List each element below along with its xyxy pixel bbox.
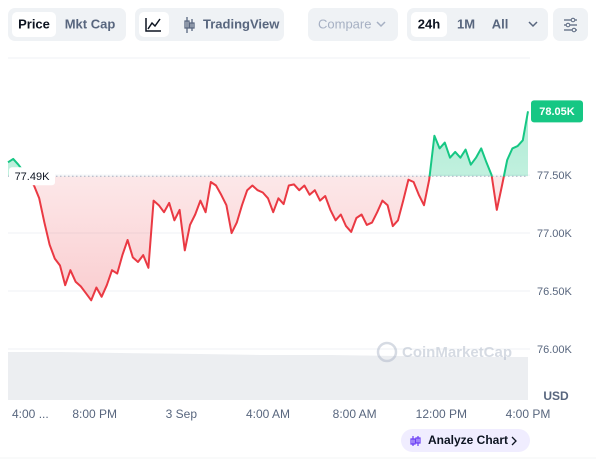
compare-label[interactable]: Compare — [318, 16, 371, 31]
candle-icon — [184, 17, 195, 33]
volume-strip — [8, 352, 528, 400]
price-button[interactable] — [12, 12, 56, 37]
watermark-logo — [376, 341, 398, 363]
compare-chevron — [376, 21, 386, 28]
area-down — [8, 176, 528, 301]
area-up — [8, 111, 528, 177]
settings-knob — [571, 27, 577, 33]
x-tick-label: 4:00 PM — [506, 407, 551, 421]
watermark: CoinMarketCap — [376, 341, 512, 363]
x-tick-label: 8:00 AM — [333, 407, 377, 421]
price-label[interactable]: Price — [18, 16, 50, 31]
x-axis: 4:00 ... 8:00 PM 3 Sep 4:00 AM 8:00 AM 12:00 … — [12, 407, 550, 421]
plot: 77.49K 78.05K — [7, 100, 583, 302]
chart-style-toggle — [135, 8, 284, 41]
x-tick-label: 4:00 ... — [12, 407, 49, 421]
baseline-tag — [9, 167, 55, 186]
compare-button[interactable] — [308, 8, 398, 41]
mkt-cap-label[interactable]: Mkt Cap — [65, 16, 116, 31]
analyze-icon — [410, 436, 421, 446]
range-chevron[interactable] — [528, 21, 538, 28]
toolbar: Price Mkt Cap TradingView Compare 24h 1M… — [8, 8, 588, 41]
x-tick-label: 8:00 PM — [72, 407, 117, 421]
analyze-label[interactable]: Analyze Chart — [428, 433, 508, 447]
current-price-label: 78.05K — [539, 106, 575, 118]
x-tick-label: 4:00 AM — [246, 407, 290, 421]
range-24h-button[interactable] — [411, 12, 447, 37]
range-24h-label[interactable]: 24h — [418, 16, 440, 31]
y-tick-label: 77.00K — [537, 228, 573, 240]
analyze-button[interactable] — [401, 429, 530, 452]
watermark-text: CoinMarketCap — [402, 344, 512, 361]
current-price-tag — [531, 100, 583, 123]
range-1m-label[interactable]: 1M — [457, 16, 475, 31]
x-tick-label: 12:00 PM — [416, 407, 467, 421]
grid: 76.00K 76.50K 77.00K 77.50K — [8, 170, 573, 356]
tradingview-label[interactable]: TradingView — [203, 16, 280, 31]
price-line — [7, 111, 529, 302]
currency-label: USD — [543, 389, 569, 403]
analyze-chevron — [511, 436, 517, 446]
x-tick-label: 3 Sep — [166, 407, 198, 421]
y-tick-label: 77.50K — [537, 170, 573, 182]
y-tick-label: 76.50K — [537, 286, 573, 298]
range-all-label[interactable]: All — [492, 16, 509, 31]
baseline-label: 77.49K — [15, 171, 51, 183]
line-chart-icon — [145, 18, 161, 32]
settings-knob — [570, 17, 576, 23]
settings-knob — [565, 22, 571, 28]
y-tick-label: 76.00K — [537, 344, 573, 356]
